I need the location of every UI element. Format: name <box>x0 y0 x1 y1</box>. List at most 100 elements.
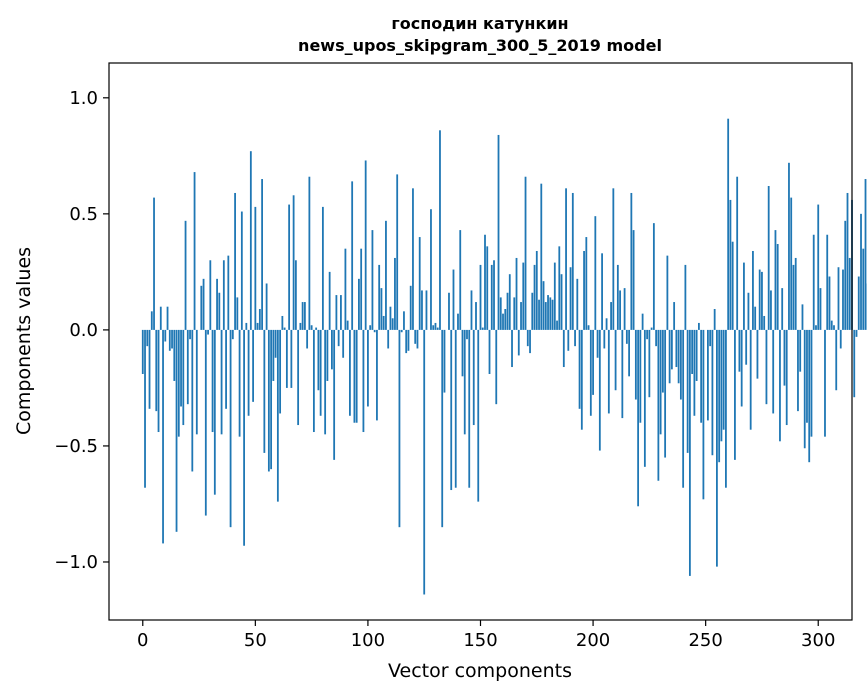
bar <box>249 151 252 330</box>
bar <box>387 329 390 349</box>
bar <box>756 329 759 379</box>
bar <box>576 278 579 330</box>
bar <box>864 179 867 330</box>
bar <box>337 329 340 347</box>
bar <box>430 209 432 330</box>
y-tick-label: −0.5 <box>54 436 98 457</box>
bar <box>378 264 381 330</box>
bar <box>189 329 191 340</box>
y-tick-label: 0.0 <box>69 320 98 341</box>
bar <box>520 302 522 330</box>
bar <box>610 302 612 330</box>
bar <box>817 204 820 330</box>
bar <box>619 290 621 330</box>
bar <box>470 290 473 330</box>
bar <box>632 230 635 330</box>
bar <box>749 329 752 430</box>
bar <box>376 329 378 421</box>
bar <box>526 329 529 347</box>
bar <box>267 329 270 472</box>
bar <box>315 327 318 330</box>
bar <box>204 329 207 516</box>
bar <box>279 329 282 414</box>
bar <box>216 278 218 330</box>
bar <box>396 174 399 330</box>
bar <box>761 271 763 330</box>
bar <box>826 234 829 330</box>
bar <box>580 329 583 430</box>
bar <box>812 234 815 330</box>
bar <box>202 278 205 330</box>
bar <box>454 329 457 488</box>
bar <box>285 329 288 388</box>
x-tick-label: 150 <box>463 630 497 651</box>
bar <box>842 269 844 330</box>
bar <box>448 292 450 330</box>
bar <box>511 329 513 368</box>
bar <box>758 269 761 330</box>
bar <box>828 276 831 330</box>
bar <box>601 253 603 330</box>
bar <box>722 329 725 430</box>
bar <box>182 329 185 426</box>
bar <box>533 264 536 330</box>
bar <box>466 329 468 340</box>
bar <box>394 257 396 330</box>
bar <box>168 329 171 351</box>
bar <box>585 237 588 330</box>
bar <box>612 188 615 330</box>
bar <box>698 322 700 330</box>
bar <box>785 329 788 426</box>
bar <box>655 329 658 347</box>
bar <box>231 329 234 340</box>
bar <box>236 297 239 330</box>
bar <box>846 192 849 330</box>
bar <box>369 325 372 330</box>
bar <box>544 302 547 330</box>
bar <box>477 329 480 502</box>
bar <box>479 264 482 330</box>
bar <box>499 297 502 330</box>
bar <box>513 297 516 330</box>
bar <box>675 329 678 368</box>
bar <box>517 329 520 356</box>
bar <box>412 188 414 330</box>
bar <box>729 199 732 330</box>
bar <box>763 315 766 330</box>
bar-series <box>141 118 867 595</box>
bar <box>824 329 826 437</box>
bar <box>524 176 527 330</box>
bar <box>258 309 261 330</box>
bar <box>862 248 865 330</box>
bar <box>754 306 757 330</box>
bar <box>432 325 435 330</box>
bar <box>240 211 243 330</box>
bar <box>792 264 795 330</box>
bar <box>605 318 608 330</box>
bar <box>806 329 808 423</box>
bar <box>461 329 464 377</box>
bar <box>788 162 790 330</box>
bar <box>344 248 347 330</box>
bar <box>702 329 705 500</box>
plot-frame <box>108 62 853 621</box>
bar <box>186 329 189 405</box>
bar <box>416 329 419 349</box>
bar <box>342 329 345 358</box>
bar <box>652 223 655 330</box>
bar <box>468 329 471 488</box>
bar <box>414 329 417 344</box>
bar <box>839 329 842 349</box>
bar <box>238 329 241 437</box>
bar <box>303 302 306 330</box>
bar <box>562 329 565 368</box>
bar <box>596 329 599 358</box>
bar <box>364 160 367 330</box>
bar <box>452 269 455 330</box>
bar <box>488 329 491 374</box>
bar <box>164 329 167 342</box>
bar <box>713 309 716 330</box>
bar <box>306 329 309 349</box>
bar <box>738 329 741 372</box>
bar <box>639 329 642 423</box>
